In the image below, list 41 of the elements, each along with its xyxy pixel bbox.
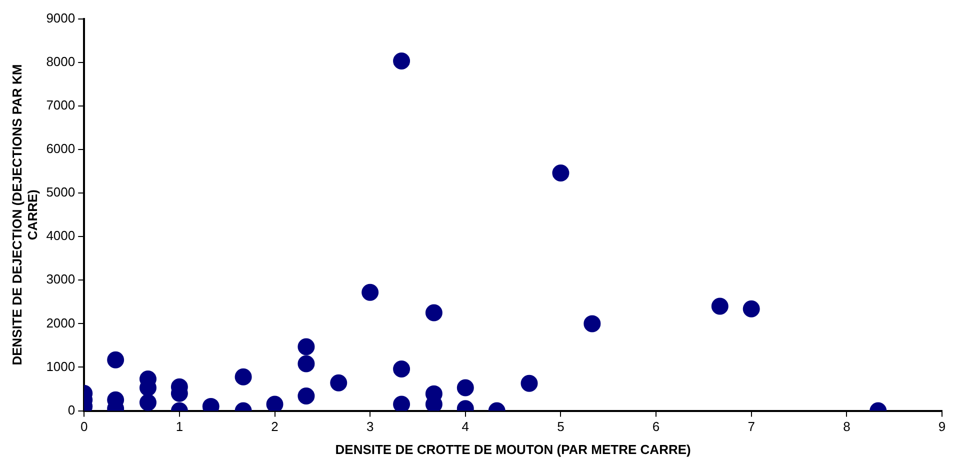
x-tick-label: 3 — [366, 419, 374, 434]
point — [234, 368, 252, 386]
point — [711, 298, 728, 315]
y-tick-label: 3000 — [46, 272, 76, 287]
point — [742, 300, 760, 318]
y-tick-label: 9000 — [46, 10, 76, 26]
y-tick-label: 4000 — [46, 228, 76, 244]
x-tick-label: 2 — [271, 419, 278, 434]
point — [330, 374, 348, 392]
point — [456, 379, 474, 396]
x-tick-label: 9 — [938, 419, 946, 434]
point — [266, 396, 284, 411]
point — [584, 315, 601, 332]
y-tick-label: 0 — [68, 402, 76, 418]
point — [362, 284, 379, 301]
x-tick-label: 8 — [843, 419, 850, 434]
point — [552, 164, 570, 182]
point — [298, 338, 315, 356]
point — [520, 374, 538, 392]
y-tick-label: 1000 — [46, 358, 76, 374]
y-axis-title: DENSITE DE DEJECTION (DEJECTIONS PAR KM CARRE) — [9, 64, 40, 366]
point — [298, 387, 315, 404]
x-tick-label: 6 — [652, 419, 660, 434]
y-tick-label: 8000 — [46, 54, 76, 69]
point — [107, 351, 124, 368]
y-tick-label: 7000 — [46, 97, 76, 112]
point — [425, 304, 442, 322]
y-tick-label: 5000 — [46, 184, 76, 200]
x-tick-label: 4 — [462, 419, 470, 434]
point — [393, 360, 410, 378]
x-axis-title: DENSITE DE CROTTE DE MOUTON (PAR METRE CARRE) — [335, 442, 691, 457]
y-tick-label: 6000 — [46, 141, 76, 156]
point — [298, 355, 315, 372]
x-tick-label: 0 — [80, 419, 88, 434]
point — [393, 52, 410, 70]
x-tick-label: 1 — [176, 419, 184, 434]
y-tick-label: 2000 — [46, 315, 76, 330]
point — [393, 396, 410, 411]
x-tick-label: 7 — [748, 419, 755, 434]
point — [139, 394, 156, 411]
x-tick-label: 5 — [557, 419, 564, 434]
